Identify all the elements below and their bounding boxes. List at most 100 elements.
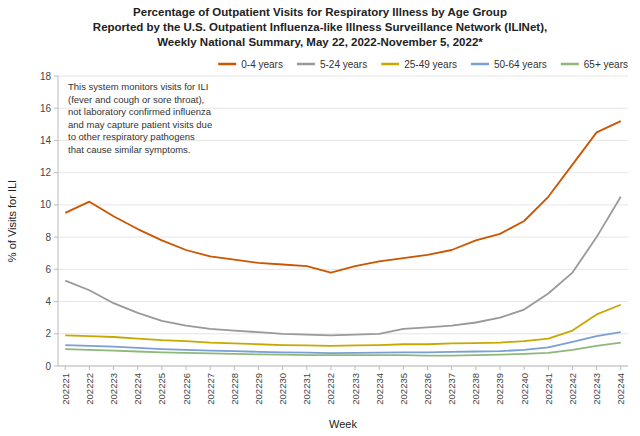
x-tick [113, 366, 114, 370]
series-line [65, 197, 621, 336]
annotation: not laboratory confirmed influenza [68, 106, 212, 117]
x-tick [475, 366, 476, 370]
y-tick [54, 366, 58, 367]
grid-line [58, 76, 628, 77]
annotation: (fever and cough or sore throat), [68, 94, 204, 105]
y-tick-label: 14 [40, 135, 52, 146]
y-tick [54, 76, 58, 77]
x-tick [186, 366, 187, 370]
annotation: This system monitors visits for ILI [68, 81, 208, 92]
x-tick-label: 202234 [374, 373, 385, 405]
x-tick [620, 366, 621, 370]
legend-swatch [381, 63, 399, 66]
x-axis-label: Week [329, 418, 357, 430]
x-tick [65, 366, 66, 370]
series-line [65, 305, 621, 346]
legend-swatch [471, 63, 489, 66]
y-tick [54, 269, 58, 270]
x-tick-label: 202228 [229, 373, 240, 405]
annotation: to other respiratory pathogens [68, 131, 195, 142]
series-line [65, 332, 621, 353]
y-tick-label: 2 [45, 328, 51, 339]
grid-line [58, 237, 628, 238]
x-tick-label: 202244 [615, 373, 626, 405]
x-tick-label: 202225 [156, 373, 167, 405]
x-tick-label: 202233 [350, 373, 361, 405]
x-tick-label: 202222 [84, 373, 95, 405]
x-tick-label: 202237 [446, 373, 457, 405]
y-axis [58, 76, 59, 366]
x-tick-label: 202238 [470, 373, 481, 405]
legend-swatch [218, 63, 236, 66]
x-tick-label: 202235 [398, 373, 409, 405]
x-tick [355, 366, 356, 370]
x-tick-label: 202239 [494, 373, 505, 405]
legend-label: 25-49 years [404, 59, 457, 70]
x-tick [379, 366, 380, 370]
x-tick [499, 366, 500, 370]
grid-line [58, 204, 628, 205]
title: Weekly National Summary, May 22, 2022-No… [157, 36, 483, 48]
legend-label: 0-4 years [241, 59, 283, 70]
title: Reported by the U.S. Outpatient Influenz… [93, 21, 547, 33]
x-tick-label: 202229 [253, 373, 264, 405]
y-tick [54, 237, 58, 238]
y-tick [54, 140, 58, 141]
title: Percentage of Outpatient Visits for Resp… [133, 6, 507, 18]
x-tick-label: 202236 [422, 373, 433, 405]
x-tick [330, 366, 331, 370]
x-tick [89, 366, 90, 370]
x-tick [548, 366, 549, 370]
y-tick [54, 172, 58, 173]
plot-area [65, 121, 621, 355]
x-tick [210, 366, 211, 370]
x-tick-label: 202221 [60, 373, 71, 405]
x-axis [58, 366, 628, 367]
y-axis-label: % of Visits for ILI [6, 180, 18, 262]
y-tick-label: 8 [45, 232, 51, 243]
y-tick-label: 4 [45, 296, 51, 307]
x-tick [427, 366, 428, 370]
x-tick-label: 202241 [543, 373, 554, 405]
x-tick-label: 202231 [301, 373, 312, 405]
grid-line [58, 172, 628, 173]
x-tick [451, 366, 452, 370]
legend-label: 50-64 years [494, 59, 547, 70]
x-tick-label: 202232 [325, 373, 336, 405]
x-tick [234, 366, 235, 370]
x-tick-label: 202226 [181, 373, 192, 405]
y-tick-label: 12 [40, 167, 52, 178]
legend-swatch [297, 63, 315, 66]
x-tick-label: 202243 [591, 373, 602, 405]
y-tick [54, 301, 58, 302]
x-tick [161, 366, 162, 370]
x-tick [258, 366, 259, 370]
grid-line [58, 366, 628, 367]
y-tick-label: 6 [45, 264, 51, 275]
x-tick [282, 366, 283, 370]
series-line [65, 343, 621, 356]
x-tick [137, 366, 138, 370]
x-tick-label: 202224 [132, 373, 143, 405]
x-tick-label: 202223 [108, 373, 119, 405]
x-tick [403, 366, 404, 370]
legend-label: 5-24 years [320, 59, 367, 70]
y-tick-label: 0 [45, 361, 51, 372]
x-tick [524, 366, 525, 370]
legend-swatch [561, 63, 579, 66]
x-tick [572, 366, 573, 370]
y-tick [54, 333, 58, 334]
x-tick [306, 366, 307, 370]
legend: 0-4 years 5-24 years 25-49 years 50-64 year… [218, 59, 628, 70]
grid-line [58, 301, 628, 302]
x-tick-label: 202240 [519, 373, 530, 405]
x-tick-label: 202242 [567, 373, 578, 405]
x-tick [596, 366, 597, 370]
grid [58, 76, 628, 366]
chart: Percentage of Outpatient Visits for Resp… [0, 0, 640, 436]
y-tick [54, 204, 58, 205]
y-tick-label: 18 [40, 71, 52, 82]
annotation: and may capture patient visits due [68, 119, 212, 130]
annotation: that cause similar symptoms. [68, 144, 190, 155]
y-tick-label: 16 [40, 103, 52, 114]
